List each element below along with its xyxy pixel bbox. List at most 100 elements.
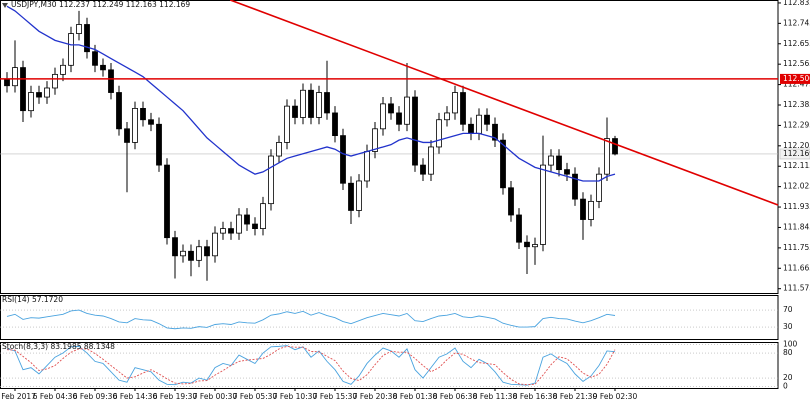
candle-body [52, 73, 58, 89]
candle-body [4, 78, 10, 87]
x-tick-label: 6 Feb 14:30 [113, 392, 158, 401]
x-tick-label: 7 Feb 10:30 [273, 392, 318, 401]
y-tick-label: 112.745 [783, 18, 810, 27]
x-tick-label: 9 Feb 02:30 [593, 392, 638, 401]
candle-body [316, 92, 322, 118]
candle-body [572, 173, 578, 200]
candle-body [156, 123, 162, 166]
candle-body [372, 128, 378, 152]
candle-body [564, 169, 570, 175]
candle-body [260, 203, 266, 229]
y-tick-label: 112.475 [783, 80, 810, 89]
x-tick-label: 7 Feb 20:30 [353, 392, 398, 401]
candle-body [524, 241, 530, 248]
candle-body [548, 155, 554, 166]
last-price-label: 112.169 [783, 149, 810, 158]
candle-body [252, 223, 258, 229]
candle-body [228, 228, 234, 234]
x-tick-label: 6 Feb 09:30 [73, 392, 118, 401]
candle-body [356, 180, 362, 211]
candle-body [172, 237, 178, 257]
panel-frame [0, 295, 779, 340]
candle-body [436, 119, 442, 148]
candle-body [332, 112, 338, 137]
candle-body [100, 64, 106, 71]
candle-body [44, 87, 50, 98]
y-tick-label: 112.835 [783, 0, 810, 7]
candle-body [68, 33, 74, 66]
candle-body [36, 92, 42, 98]
y-tick-label: 112.295 [783, 120, 810, 129]
y-tick-label: 112.115 [783, 161, 810, 170]
candle-body [388, 103, 394, 114]
candle-body [20, 67, 26, 112]
candle-body [428, 146, 434, 175]
y-tick-label: 111.575 [783, 284, 810, 293]
candle-body [28, 92, 34, 112]
candle-body [164, 164, 170, 239]
x-tick-label: 8 Feb 06:30 [433, 392, 478, 401]
panel-frame [0, 342, 779, 389]
candle-body [420, 164, 426, 175]
candle-body [92, 51, 98, 66]
symbol-icon [2, 3, 8, 8]
moving-average-line [6, 5, 616, 182]
candle-body [140, 108, 146, 121]
candle-body [244, 214, 250, 225]
indicator-line [6, 345, 616, 386]
candle-body [148, 119, 154, 125]
y-tick-label: 70 [783, 305, 793, 314]
y-tick-label: 112.565 [783, 59, 810, 68]
y-tick-label: 20 [783, 373, 793, 382]
candle-body [396, 112, 402, 125]
candle-body [220, 228, 226, 234]
chart-title: USDJPY,M30 112.237 112.249 112.163 112.1… [11, 0, 190, 9]
candle-body [84, 24, 90, 53]
indicator-line [6, 309, 616, 330]
trendline [229, 0, 779, 206]
candle-body [508, 187, 514, 216]
x-tick-label: 6 Feb 04:30 [33, 392, 78, 401]
last-price-tag [779, 148, 810, 160]
candle-body [276, 142, 282, 157]
candle-body [580, 198, 586, 220]
x-tick-label: 8 Feb 11:30 [473, 392, 518, 401]
candle-body [132, 108, 138, 143]
candle-body [532, 244, 538, 248]
candle-body [492, 123, 498, 141]
candle-body [516, 214, 522, 243]
y-tick-label: 112.385 [783, 100, 810, 109]
candle-body [196, 246, 202, 261]
horizontal-line-label: 112.500 [783, 74, 810, 83]
candle-body [380, 103, 386, 130]
y-tick-label: 112.655 [783, 39, 810, 48]
indicator-title: RSI(14) 57.1720 [2, 295, 63, 304]
y-tick-label: 111.755 [783, 243, 810, 252]
candle-body [444, 112, 450, 121]
x-tick-label: 7 Feb 15:30 [313, 392, 358, 401]
candle-body [348, 182, 354, 211]
candle-body [124, 128, 130, 143]
candle-body [484, 114, 490, 125]
candle-body [116, 92, 122, 130]
candle-body [468, 123, 474, 134]
candle-body [588, 200, 594, 220]
candle-body [204, 246, 210, 257]
x-tick-label: 8 Feb 21:30 [553, 392, 598, 401]
candle-body [324, 92, 330, 114]
candle-body [364, 151, 370, 182]
y-tick-label: 112.025 [783, 182, 810, 191]
candle-body [556, 155, 562, 171]
indicator-line [6, 345, 616, 386]
candle-body [404, 96, 410, 125]
panel-frame [0, 0, 779, 294]
candle-body [300, 89, 306, 118]
y-tick-label: 80 [783, 348, 793, 357]
candle-body [268, 155, 274, 205]
candle-body [476, 114, 482, 134]
y-tick-label: 0 [783, 381, 788, 390]
candle-body [604, 138, 610, 175]
y-tick-label: 112.205 [783, 141, 810, 150]
candle-body [412, 96, 418, 166]
